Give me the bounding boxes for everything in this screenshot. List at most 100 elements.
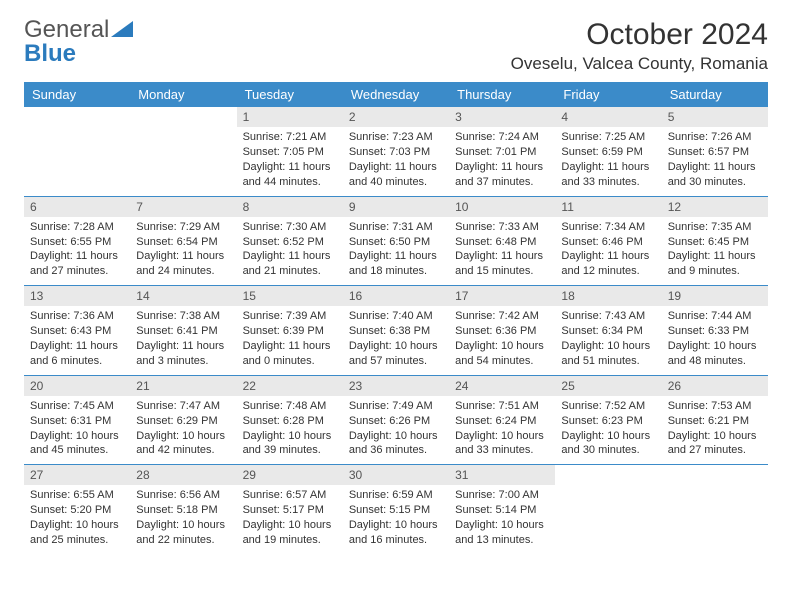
day-body: Sunrise: 7:31 AMSunset: 6:50 PMDaylight:… (343, 217, 449, 285)
day-cell: 30Sunrise: 6:59 AMSunset: 5:15 PMDayligh… (343, 465, 449, 554)
day-number: 29 (237, 465, 343, 485)
sunset-text: Sunset: 6:50 PM (349, 235, 443, 250)
sunset-text: Sunset: 6:55 PM (30, 235, 124, 250)
sunset-text: Sunset: 5:17 PM (243, 503, 337, 518)
day-body: Sunrise: 7:49 AMSunset: 6:26 PMDaylight:… (343, 396, 449, 464)
sunrise-text: Sunrise: 7:49 AM (349, 399, 443, 414)
sunrise-text: Sunrise: 7:36 AM (30, 309, 124, 324)
day-number: 12 (662, 197, 768, 217)
day-number: 17 (449, 286, 555, 306)
day-body: Sunrise: 6:57 AMSunset: 5:17 PMDaylight:… (237, 485, 343, 553)
sunset-text: Sunset: 6:52 PM (243, 235, 337, 250)
sunrise-text: Sunrise: 6:57 AM (243, 488, 337, 503)
day-body: Sunrise: 7:29 AMSunset: 6:54 PMDaylight:… (130, 217, 236, 285)
sunset-text: Sunset: 6:23 PM (561, 414, 655, 429)
daylight-text: Daylight: 10 hours and 30 minutes. (561, 429, 655, 459)
day-cell: 2Sunrise: 7:23 AMSunset: 7:03 PMDaylight… (343, 107, 449, 196)
daylight-text: Daylight: 10 hours and 39 minutes. (243, 429, 337, 459)
sunrise-text: Sunrise: 7:35 AM (668, 220, 762, 235)
day-body: Sunrise: 7:53 AMSunset: 6:21 PMDaylight:… (662, 396, 768, 464)
sunrise-text: Sunrise: 6:56 AM (136, 488, 230, 503)
sunset-text: Sunset: 6:31 PM (30, 414, 124, 429)
dow-sunday: Sunday (24, 82, 130, 107)
sunset-text: Sunset: 6:41 PM (136, 324, 230, 339)
day-cell: 6Sunrise: 7:28 AMSunset: 6:55 PMDaylight… (24, 197, 130, 286)
day-number: 13 (24, 286, 130, 306)
day-number: 23 (343, 376, 449, 396)
daylight-text: Daylight: 10 hours and 19 minutes. (243, 518, 337, 548)
daylight-text: Daylight: 10 hours and 51 minutes. (561, 339, 655, 369)
day-body: Sunrise: 7:23 AMSunset: 7:03 PMDaylight:… (343, 127, 449, 195)
sunrise-text: Sunrise: 6:55 AM (30, 488, 124, 503)
sunrise-text: Sunrise: 7:28 AM (30, 220, 124, 235)
sunset-text: Sunset: 6:46 PM (561, 235, 655, 250)
day-cell: 20Sunrise: 7:45 AMSunset: 6:31 PMDayligh… (24, 376, 130, 465)
day-number (555, 465, 661, 469)
sunset-text: Sunset: 6:29 PM (136, 414, 230, 429)
day-cell: 17Sunrise: 7:42 AMSunset: 6:36 PMDayligh… (449, 286, 555, 375)
day-body: Sunrise: 7:35 AMSunset: 6:45 PMDaylight:… (662, 217, 768, 285)
day-body: Sunrise: 7:38 AMSunset: 6:41 PMDaylight:… (130, 306, 236, 374)
day-number: 28 (130, 465, 236, 485)
daylight-text: Daylight: 11 hours and 9 minutes. (668, 249, 762, 279)
day-number: 11 (555, 197, 661, 217)
sunrise-text: Sunrise: 7:47 AM (136, 399, 230, 414)
sunset-text: Sunset: 6:59 PM (561, 145, 655, 160)
day-number (24, 107, 130, 111)
weeks-container: 1Sunrise: 7:21 AMSunset: 7:05 PMDaylight… (24, 107, 768, 554)
sunset-text: Sunset: 6:48 PM (455, 235, 549, 250)
day-number: 1 (237, 107, 343, 127)
sunrise-text: Sunrise: 7:31 AM (349, 220, 443, 235)
day-body: Sunrise: 6:56 AMSunset: 5:18 PMDaylight:… (130, 485, 236, 553)
day-body: Sunrise: 7:51 AMSunset: 6:24 PMDaylight:… (449, 396, 555, 464)
sunrise-text: Sunrise: 7:26 AM (668, 130, 762, 145)
daylight-text: Daylight: 10 hours and 54 minutes. (455, 339, 549, 369)
day-body: Sunrise: 7:39 AMSunset: 6:39 PMDaylight:… (237, 306, 343, 374)
sunset-text: Sunset: 6:24 PM (455, 414, 549, 429)
day-number (130, 107, 236, 111)
page-header: General Blue October 2024 Oveselu, Valce… (24, 18, 768, 74)
sunset-text: Sunset: 6:34 PM (561, 324, 655, 339)
day-body: Sunrise: 7:25 AMSunset: 6:59 PMDaylight:… (555, 127, 661, 195)
day-body: Sunrise: 7:45 AMSunset: 6:31 PMDaylight:… (24, 396, 130, 464)
sunset-text: Sunset: 6:33 PM (668, 324, 762, 339)
sunset-text: Sunset: 5:14 PM (455, 503, 549, 518)
day-number (662, 465, 768, 469)
sunrise-text: Sunrise: 7:33 AM (455, 220, 549, 235)
day-cell: 28Sunrise: 6:56 AMSunset: 5:18 PMDayligh… (130, 465, 236, 554)
day-number: 5 (662, 107, 768, 127)
day-cell: 29Sunrise: 6:57 AMSunset: 5:17 PMDayligh… (237, 465, 343, 554)
brand-part1: General (24, 16, 109, 43)
sunset-text: Sunset: 6:57 PM (668, 145, 762, 160)
day-body: Sunrise: 7:52 AMSunset: 6:23 PMDaylight:… (555, 396, 661, 464)
sunset-text: Sunset: 6:54 PM (136, 235, 230, 250)
sunrise-text: Sunrise: 6:59 AM (349, 488, 443, 503)
day-number: 30 (343, 465, 449, 485)
dow-saturday: Saturday (662, 82, 768, 107)
day-cell: 1Sunrise: 7:21 AMSunset: 7:05 PMDaylight… (237, 107, 343, 196)
sunrise-text: Sunrise: 7:52 AM (561, 399, 655, 414)
day-cell: 14Sunrise: 7:38 AMSunset: 6:41 PMDayligh… (130, 286, 236, 375)
day-of-week-header: Sunday Monday Tuesday Wednesday Thursday… (24, 82, 768, 107)
day-number: 14 (130, 286, 236, 306)
day-body: Sunrise: 7:00 AMSunset: 5:14 PMDaylight:… (449, 485, 555, 553)
calendar: Sunday Monday Tuesday Wednesday Thursday… (24, 82, 768, 554)
sunset-text: Sunset: 5:18 PM (136, 503, 230, 518)
day-body: Sunrise: 7:43 AMSunset: 6:34 PMDaylight:… (555, 306, 661, 374)
day-number: 25 (555, 376, 661, 396)
day-cell (662, 465, 768, 554)
sunrise-text: Sunrise: 7:53 AM (668, 399, 762, 414)
daylight-text: Daylight: 11 hours and 33 minutes. (561, 160, 655, 190)
day-body: Sunrise: 7:33 AMSunset: 6:48 PMDaylight:… (449, 217, 555, 285)
sunrise-text: Sunrise: 7:29 AM (136, 220, 230, 235)
day-number: 18 (555, 286, 661, 306)
daylight-text: Daylight: 11 hours and 27 minutes. (30, 249, 124, 279)
daylight-text: Daylight: 11 hours and 3 minutes. (136, 339, 230, 369)
day-body: Sunrise: 7:34 AMSunset: 6:46 PMDaylight:… (555, 217, 661, 285)
sunrise-text: Sunrise: 7:21 AM (243, 130, 337, 145)
day-number: 20 (24, 376, 130, 396)
sunrise-text: Sunrise: 7:25 AM (561, 130, 655, 145)
daylight-text: Daylight: 11 hours and 40 minutes. (349, 160, 443, 190)
day-number: 3 (449, 107, 555, 127)
day-number: 21 (130, 376, 236, 396)
